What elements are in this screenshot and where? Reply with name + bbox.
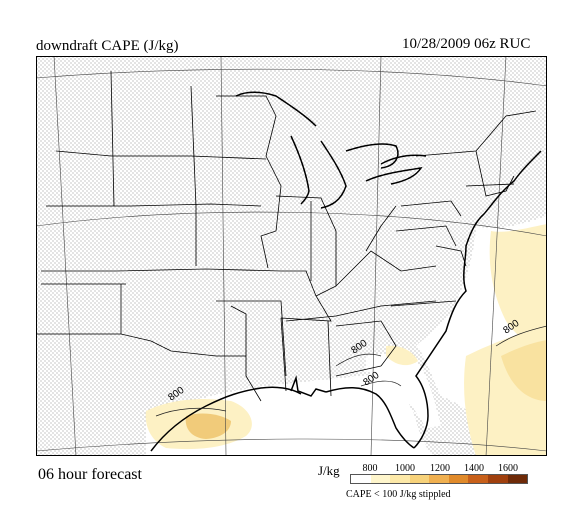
map-border <box>36 56 547 456</box>
legend-tick: 800 <box>362 463 378 474</box>
cape-shade-texas-mid <box>185 413 231 439</box>
legend-tick: 1200 <box>430 463 450 474</box>
graticule <box>36 56 547 456</box>
state-borders <box>36 70 537 456</box>
forecast-label: 06 hour forecast <box>38 466 142 483</box>
cape-map: 800 800 800 800 <box>36 56 547 456</box>
map-title: downdraft CAPE (J/kg) <box>36 38 179 54</box>
cape-shade-atlantic <box>489 224 547 356</box>
legend-swatch <box>507 475 528 483</box>
valid-time: 10/28/2009 06z RUC <box>402 36 531 52</box>
legend-tick: 1600 <box>498 463 518 474</box>
legend-swatch <box>468 475 488 483</box>
cape-shade-southeast-mid <box>501 340 547 401</box>
legend-swatch <box>409 475 430 483</box>
contour-800 <box>155 325 547 417</box>
legend-swatch <box>390 475 410 483</box>
legend-tick: 1000 <box>395 463 415 474</box>
legend-unit: J/kg <box>318 463 340 478</box>
coastlines <box>150 91 542 452</box>
legend-swatch <box>351 475 371 483</box>
legend-swatch <box>429 475 449 483</box>
legend-note: CAPE < 100 J/kg stippled <box>346 489 451 500</box>
cape-shade-florida <box>386 345 418 366</box>
legend-swatch <box>448 475 469 483</box>
florida-clear-region <box>366 354 441 428</box>
legend-swatch <box>370 475 391 483</box>
legend-swatch <box>487 475 508 483</box>
legend-color-bar <box>350 474 528 484</box>
legend-tick: 1400 <box>464 463 484 474</box>
